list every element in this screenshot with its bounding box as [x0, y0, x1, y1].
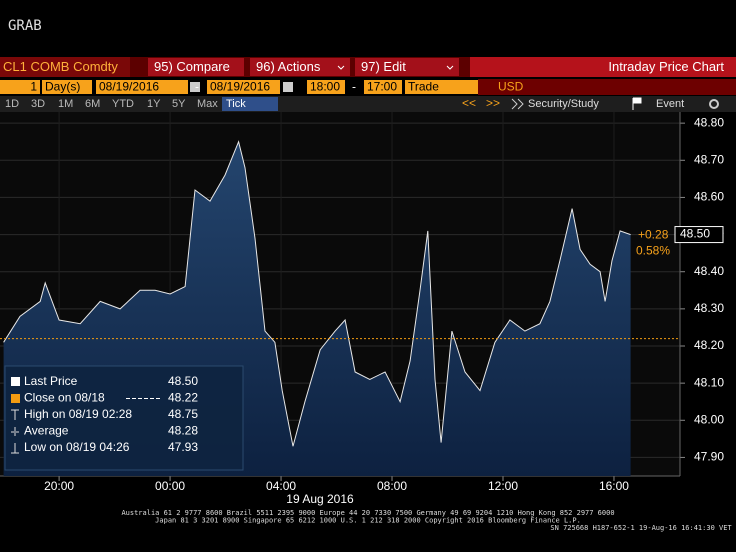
- param-field[interactable]: [96, 80, 188, 94]
- x-tick-label: 00:00: [155, 479, 185, 493]
- toolbar-button[interactable]: [250, 58, 350, 76]
- legend-label: Average: [24, 424, 69, 438]
- param-field[interactable]: [405, 80, 478, 94]
- range-button[interactable]: 3D: [31, 98, 45, 110]
- range-button[interactable]: Max: [197, 98, 218, 110]
- legend-value: 48.28: [168, 424, 198, 438]
- settings-icon[interactable]: [709, 99, 719, 109]
- change-label: +0.28: [638, 228, 669, 242]
- legend-label: High on 08/19 02:28: [24, 407, 132, 421]
- last-price-box: [674, 226, 724, 244]
- toolbar-button-label: 95) Compare: [154, 59, 230, 74]
- scroll-left[interactable]: <<: [462, 96, 476, 110]
- range-selected[interactable]: [222, 97, 278, 111]
- param-value: 18:00: [310, 80, 340, 94]
- y-tick-label: 48.00: [694, 412, 724, 426]
- range-button[interactable]: 1D: [5, 98, 19, 110]
- legend-value: 47.93: [168, 440, 198, 454]
- tool-button[interactable]: Event: [656, 98, 684, 110]
- range-button[interactable]: YTD: [112, 98, 134, 110]
- toolbar-button-label: 96) Actions: [256, 59, 321, 74]
- param-value: 17:00: [367, 80, 397, 94]
- legend-value: 48.22: [168, 391, 198, 405]
- legend-icon-average: [11, 427, 19, 436]
- param-value: 08/19/2016: [99, 80, 159, 94]
- calendar-icon[interactable]: [190, 82, 200, 92]
- event-flag-icon: [632, 97, 642, 110]
- x-tick-label: 12:00: [488, 479, 518, 493]
- dropdown-arrow: [446, 65, 454, 70]
- x-tick-label: 20:00: [44, 479, 74, 493]
- price-line: [3, 140, 631, 447]
- y-tick-label: 48.70: [694, 152, 724, 166]
- legend-icon-high: [11, 409, 19, 420]
- param-field[interactable]: [0, 80, 40, 94]
- y-tick-label: 48.80: [694, 115, 724, 129]
- param-field[interactable]: [364, 80, 402, 94]
- legend-box: [4, 365, 244, 471]
- y-tick-label: 47.90: [694, 450, 724, 464]
- x-tick-label: 08:00: [377, 479, 407, 493]
- legend-value: 48.50: [168, 374, 198, 388]
- param-field[interactable]: [207, 80, 280, 94]
- param-value: Trade: [408, 80, 439, 94]
- legend-label: Close on 08/18: [24, 391, 105, 405]
- param-value: 08/19/2016: [210, 80, 270, 94]
- window-title: GRAB: [8, 18, 42, 34]
- x-tick-label: 16:00: [599, 479, 629, 493]
- params-right: [478, 79, 736, 95]
- calendar-icon[interactable]: [283, 82, 293, 92]
- y-tick-label: 48.40: [694, 264, 724, 278]
- tool-button[interactable]: Security/Study: [528, 98, 599, 110]
- y-tick-label: 48.30: [694, 301, 724, 315]
- currency: USD: [498, 80, 524, 94]
- footer-line: Australia 61 2 9777 8600 Brazil 5511 239…: [121, 509, 614, 517]
- ticker: CL1 COMB Comdty: [3, 59, 118, 74]
- chart-name: Intraday Price Chart: [608, 59, 724, 74]
- toolbar-button[interactable]: [148, 58, 244, 76]
- range-button[interactable]: 1Y: [147, 98, 161, 110]
- toolbar-button-label: 97) Edit: [361, 59, 406, 74]
- legend-icon-close: [11, 394, 20, 403]
- dropdown-arrow: [337, 65, 345, 70]
- range-row: [0, 96, 736, 112]
- y-tick-label: 48.20: [694, 338, 724, 352]
- y-tick-label: 48.60: [694, 190, 724, 204]
- param-value: 1: [30, 80, 37, 94]
- range-button[interactable]: 6M: [85, 98, 100, 110]
- footer-line: SN 725668 H187-652-1 19-Aug-16 16:41:30 …: [550, 524, 736, 532]
- range-button[interactable]: 5Y: [172, 98, 186, 110]
- title-bar: [470, 57, 736, 77]
- study-icon: [511, 98, 524, 110]
- x-tick-label: 04:00: [266, 479, 296, 493]
- separator: -: [352, 80, 356, 94]
- last-price-label: 48.50: [680, 227, 710, 241]
- range-button[interactable]: 1M: [58, 98, 73, 110]
- legend-label: Low on 08/19 04:26: [24, 440, 130, 454]
- scroll-right[interactable]: >>: [486, 96, 500, 110]
- separator: -: [195, 80, 199, 94]
- param-field[interactable]: [42, 80, 92, 94]
- legend-icon-last: [11, 377, 20, 386]
- param-field[interactable]: [307, 80, 345, 94]
- date-label: 19 Aug 2016: [286, 492, 354, 506]
- legend-value: 48.75: [168, 407, 198, 421]
- footer-line: Japan 81 3 3201 8900 Singapore 65 6212 1…: [155, 517, 581, 525]
- y-tick-label: 48.10: [694, 375, 724, 389]
- param-value: Day(s): [45, 80, 80, 94]
- legend-label: Last Price: [24, 374, 78, 388]
- ticker-box[interactable]: [0, 57, 130, 77]
- legend-icon-low: [11, 443, 19, 454]
- toolbar-button[interactable]: [355, 58, 459, 76]
- change-pct-label: 0.58%: [636, 244, 670, 258]
- range-button[interactable]: Tick: [226, 98, 246, 110]
